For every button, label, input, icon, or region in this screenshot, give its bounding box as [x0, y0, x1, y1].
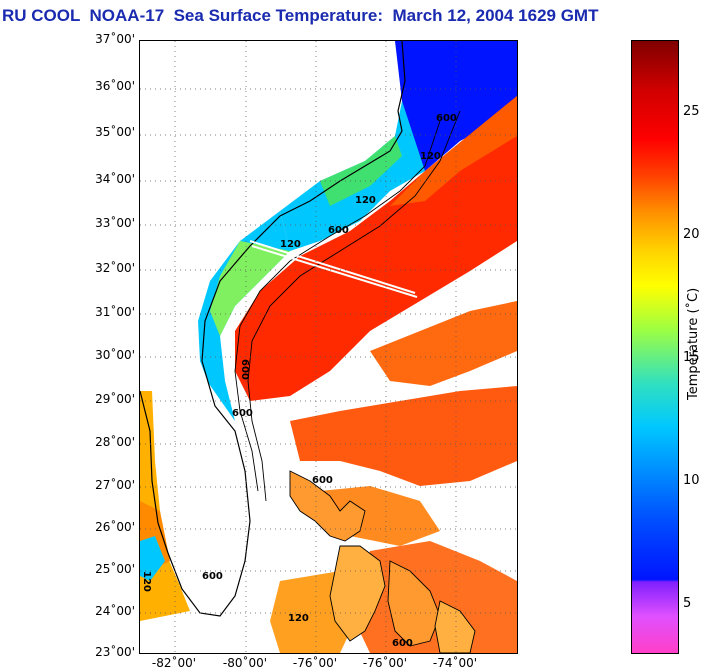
coastline [140, 41, 406, 617]
bahamas-islands [387, 560, 441, 647]
graticule [140, 41, 517, 653]
longitude-label: -74˚00' [432, 656, 478, 670]
gulf-of-mexico-water [140, 536, 165, 581]
longitude-label: -82˚00' [151, 656, 197, 670]
longitude-label: -80˚00' [222, 656, 268, 670]
contour-600 [247, 110, 461, 502]
latitude-label: 35˚00' [95, 125, 135, 139]
contour-label: 120 [355, 195, 376, 206]
latitude-label: 34˚00' [95, 172, 135, 186]
green-shelf-water [320, 136, 402, 206]
latitude-label: 33˚00' [95, 216, 135, 230]
bahamas-islands [329, 545, 386, 642]
contour-label: 120 [288, 613, 309, 624]
latitude-label: 24˚00' [95, 604, 135, 618]
latitude-label: 28˚00' [95, 435, 135, 449]
latitude-label: 26˚00' [95, 520, 135, 534]
latitude-label: 36˚00' [95, 79, 135, 93]
contour-label: 600 [392, 638, 413, 649]
colorbar-tick: 15 [683, 350, 700, 365]
scan-artifact [249, 240, 416, 294]
offshore-patch [290, 386, 517, 486]
map-title: RU COOL NOAA-17 Sea Surface Temperature:… [2, 6, 599, 25]
contour-label: 120 [141, 571, 152, 592]
latitude-label: 23˚00' [95, 645, 135, 659]
contour-label: 600 [239, 359, 250, 380]
colorbar-tick: 25 [683, 104, 700, 119]
contour-label: 120 [280, 239, 301, 250]
offshore-patch [370, 301, 517, 386]
latitude-label: 32˚00' [95, 261, 135, 275]
colorbar-tick: 10 [683, 473, 700, 488]
colorbar-label: Temperature (˚C) [686, 287, 701, 400]
colorbar-tick: 20 [683, 227, 700, 242]
latitude-label: 29˚00' [95, 392, 135, 406]
temperature-colorbar [631, 40, 679, 654]
colorbar-tick: 5 [683, 596, 692, 611]
latitude-label: 27˚00' [95, 478, 135, 492]
longitude-label: -76˚00' [362, 656, 408, 670]
latitude-label: 37˚00' [95, 32, 135, 46]
contour-label: 600 [202, 571, 223, 582]
contour-label: 120 [420, 151, 441, 162]
coastal-green-water [210, 241, 290, 336]
bahamas-islands [289, 470, 366, 542]
latitude-label: 25˚00' [95, 562, 135, 576]
contour-label: 600 [436, 113, 457, 124]
latitude-label: 30˚00' [95, 348, 135, 362]
contour-label: 600 [312, 475, 333, 486]
sst-map: 600 120 120 600 120 600 600 120 600 120 … [139, 40, 518, 654]
longitude-label: -76˚00' [292, 656, 338, 670]
bahamas-islands [434, 600, 476, 653]
contour-label: 600 [232, 408, 253, 419]
gulf-stream-edge [390, 96, 517, 206]
contour-120 [234, 120, 441, 492]
contour-label: 600 [328, 225, 349, 236]
scan-artifact [251, 245, 418, 298]
latitude-label: 31˚00' [95, 305, 135, 319]
